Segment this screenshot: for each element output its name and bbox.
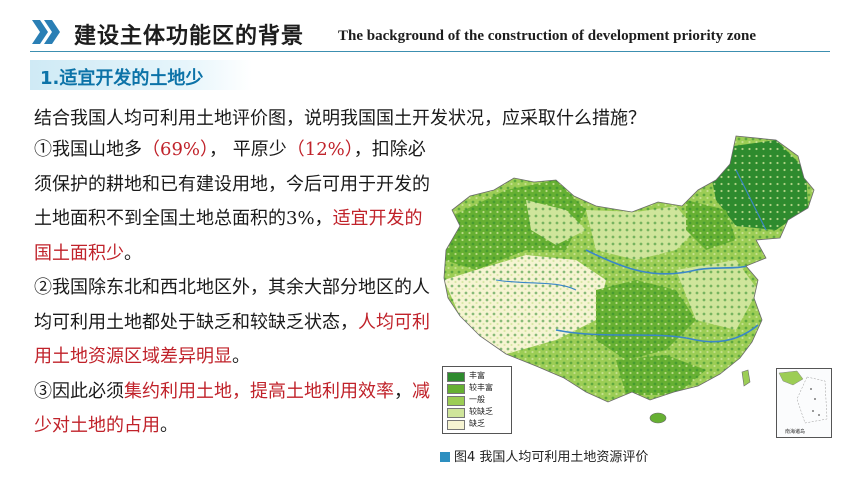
- legend-swatch: [447, 384, 465, 394]
- point-2: ②我国除东北和西北地区外，其余大部分地区的人均可利用土地都处于缺乏和较缺乏状态，…: [34, 271, 434, 375]
- caption-square-icon: [440, 452, 450, 462]
- point-1-prefix: ①我国山地多: [34, 139, 142, 160]
- point-3: ③因此必须集约利用土地，提高土地利用效率，减少对土地的占用。: [34, 375, 434, 444]
- point-3-prefix: ③因此必须: [34, 380, 124, 402]
- page-header: 建设主体功能区的背景 The background of the constru…: [0, 0, 860, 56]
- inset-map-graphic: [778, 370, 828, 424]
- legend-swatch: [447, 408, 465, 418]
- legend-item: 缺乏: [447, 419, 511, 430]
- point-1-conclusion: 适宜开发的国土面积少: [34, 208, 423, 264]
- legend-label: 较缺乏: [469, 407, 493, 416]
- point-1-end: 。: [124, 242, 142, 264]
- legend-label: 缺乏: [469, 419, 485, 428]
- chevron-right-icon: [32, 20, 60, 44]
- page-title: 建设主体功能区的背景: [74, 24, 305, 49]
- land-resource-map: 丰富 较丰富 一般 较缺乏 缺乏 南海诸岛: [436, 130, 836, 440]
- point-1-tail: ，扣除必须保护的耕地和已有建设用地，今后可用于开发的土地面积不到全国土地总面积的…: [34, 139, 430, 229]
- point-1-mid: ， 平原少: [209, 139, 287, 160]
- legend-swatch: [447, 396, 465, 406]
- legend-label: 一般: [469, 395, 485, 404]
- legend-item: 丰富: [447, 371, 511, 382]
- point-1: ①我国山地多（69%）， 平原少（12%），扣除必须保护的耕地和已有建设用地，今…: [34, 133, 434, 271]
- section-title: 1.适宜开发的土地少: [40, 68, 204, 89]
- figure-caption: 图4 我国人均可利用土地资源评价: [440, 446, 648, 465]
- page-title-english: The background of the construction of de…: [338, 28, 757, 44]
- point-3-end: 。: [160, 415, 178, 436]
- legend-label: 丰富: [469, 371, 485, 380]
- mountain-percentage: （69%）: [142, 139, 210, 160]
- china-map-graphic: [443, 135, 815, 424]
- header-divider: [30, 51, 830, 52]
- map-legend: 丰富 较丰富 一般 较缺乏 缺乏: [442, 366, 512, 434]
- inset-label: 南海诸岛: [785, 429, 806, 435]
- legend-label: 较丰富: [469, 383, 493, 392]
- south-china-sea-inset: 南海诸岛: [776, 368, 832, 438]
- point-3-measure-2: 减少对土地的占用: [34, 380, 430, 437]
- question-text: 结合我国人均可利用土地评价图，说明我国国土开发状况，应采取什么措施？: [34, 108, 646, 129]
- point-2-end: 。: [232, 346, 250, 367]
- point-3-measure: 集约利用土地，提高土地利用效率: [124, 380, 394, 402]
- caption-text: 图4 我国人均可利用土地资源评价: [454, 450, 649, 465]
- point-2-text: ②我国除东北和西北地区外，其余大部分地区的人均可利用土地都处于缺乏和较缺乏状态，: [34, 277, 430, 333]
- plain-percentage: （12%）: [286, 139, 354, 160]
- point-2-conclusion: 人均可利用土地资源区域差异明显: [34, 311, 430, 368]
- legend-item: 较缺乏: [447, 407, 511, 418]
- section-banner: [30, 60, 252, 90]
- answer-points: ①我国山地多（69%）， 平原少（12%），扣除必须保护的耕地和已有建设用地，今…: [34, 133, 434, 444]
- legend-item: 一般: [447, 395, 511, 406]
- legend-item: 较丰富: [447, 383, 511, 394]
- legend-swatch: [447, 420, 465, 430]
- legend-swatch: [447, 372, 465, 382]
- point-3-mid: ，: [394, 380, 412, 402]
